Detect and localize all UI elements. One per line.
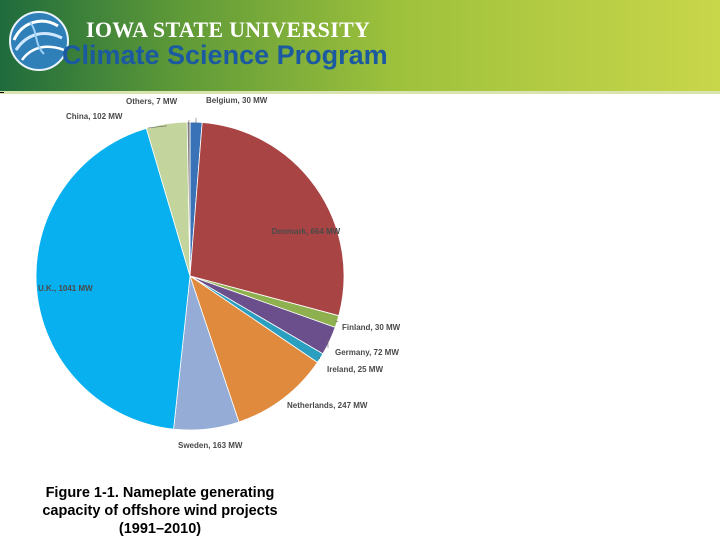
university-name: IOWA STATE UNIVERSITY <box>86 17 371 42</box>
slice-label: Ireland, 25 MW <box>327 365 383 374</box>
leader-line <box>147 125 167 129</box>
caption-line-2: capacity of offshore wind projects <box>42 503 278 519</box>
slice-label: Others, 7 MW <box>126 97 178 106</box>
leader-line <box>335 320 339 323</box>
header-banner <box>0 0 720 91</box>
slice-label: U.K., 1041 MW <box>38 284 93 293</box>
pie-slice <box>189 275 319 423</box>
pie-slice <box>35 127 191 430</box>
slice-label: Denmark, 664 MW <box>272 227 341 236</box>
caption-line-1: Figure 1-1. Nameplate generating <box>45 485 275 501</box>
edge-tick <box>0 92 4 93</box>
slice-label: Sweden, 163 MW <box>178 441 243 450</box>
figure-caption: Figure 1-1. Nameplate generating capacit… <box>20 484 300 538</box>
caption-line-3: (1991–2010) <box>118 521 202 537</box>
pie-slice <box>189 122 345 317</box>
slice-label: Germany, 72 MW <box>335 348 399 357</box>
slice-label: Netherlands, 247 MW <box>287 401 368 410</box>
slice-label: Finland, 30 MW <box>342 323 401 332</box>
leader-line <box>318 356 321 360</box>
banner-divider <box>0 91 720 94</box>
pie-chart: Belgium, 30 MW Denmark, 664 MW Finland, 30… <box>35 96 401 450</box>
globe-swirl-icon <box>9 11 69 71</box>
slice-label: China, 102 MW <box>66 112 123 121</box>
program-title: Climate Science Program <box>62 40 388 70</box>
slice-label: Belgium, 30 MW <box>206 96 268 105</box>
